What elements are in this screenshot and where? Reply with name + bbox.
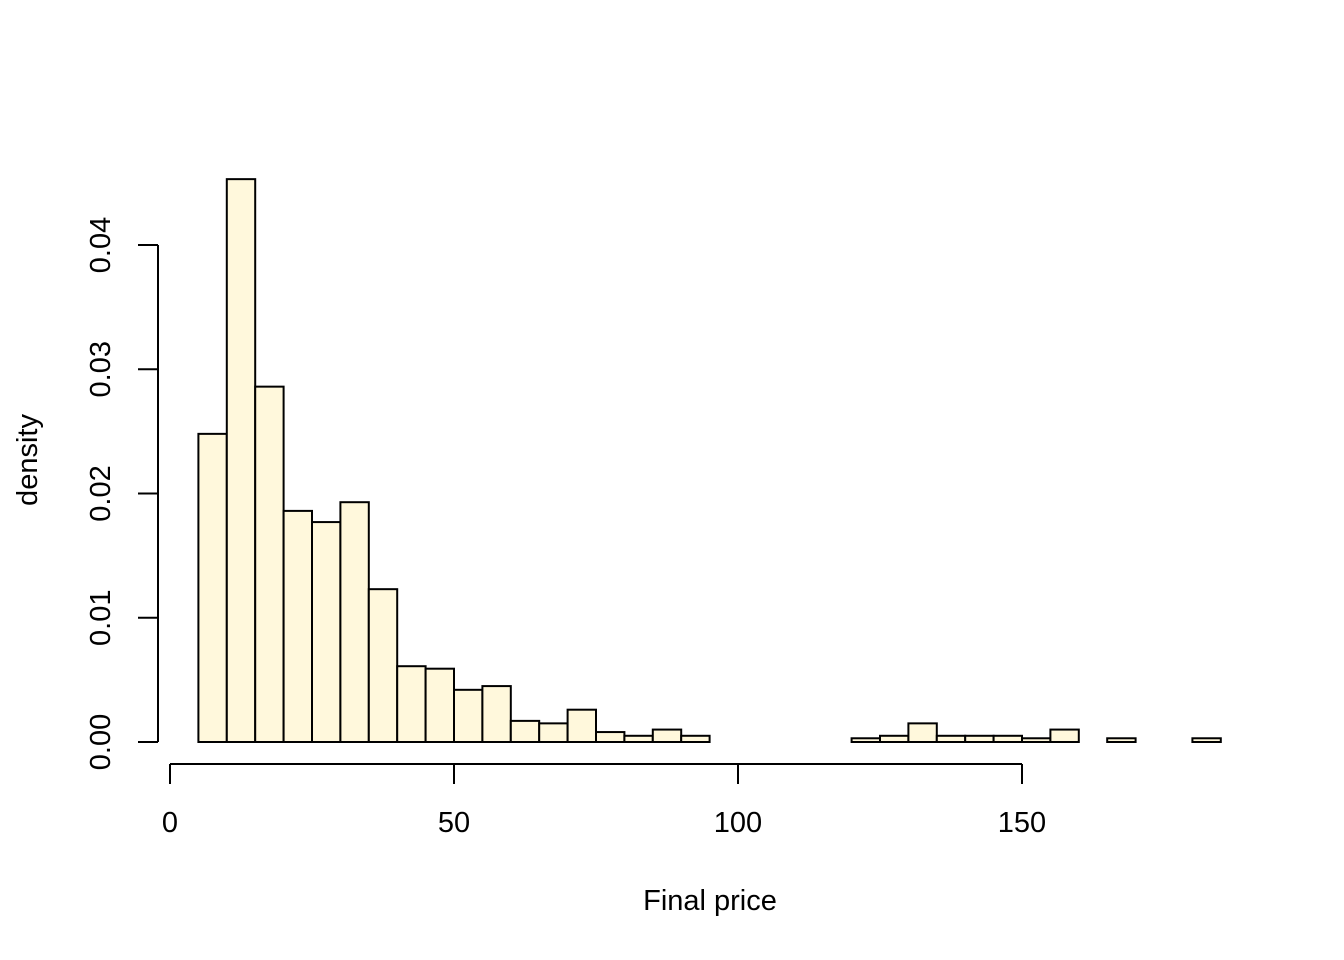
x-axis: 0 50 100 150 (162, 763, 1046, 839)
bars-group (197, 178, 1222, 744)
histogram-bar (396, 665, 427, 744)
y-tick-label: 0.04 (85, 217, 117, 273)
histogram-bar (481, 685, 512, 744)
histogram-bar (424, 667, 456, 744)
y-tick-label: 0.02 (85, 465, 117, 521)
histogram-bar (367, 588, 399, 743)
histogram-bar (339, 501, 370, 744)
histogram-bar (566, 708, 597, 744)
x-tick-label: 150 (998, 807, 1046, 839)
histogram-bar (1049, 728, 1080, 744)
histogram-bar (879, 734, 910, 743)
histogram-bar (254, 385, 285, 743)
histogram-bar (225, 178, 257, 743)
y-tick-label: 0.03 (85, 341, 117, 397)
y-axis: 0.00 0.01 0.02 0.03 0.04 (85, 217, 159, 770)
histogram-bar (964, 734, 995, 743)
histogram-bar (680, 734, 711, 743)
x-tick-label: 50 (438, 807, 470, 839)
histogram-bar (651, 728, 683, 744)
histogram-bar (935, 734, 967, 743)
histogram-bar (850, 737, 881, 744)
y-tick-label: 0.00 (85, 714, 117, 770)
y-axis-title: density (12, 414, 44, 506)
histogram-bar (595, 731, 626, 743)
histogram-bar (311, 521, 342, 744)
histogram-bar (1106, 737, 1137, 744)
histogram-bar (1191, 737, 1222, 744)
histogram-bar (538, 722, 569, 743)
histogram-bar (453, 688, 484, 744)
y-tick-label: 0.01 (85, 590, 117, 646)
histogram-bar (1021, 737, 1052, 744)
x-tick-label: 100 (714, 807, 762, 839)
histogram-bar (623, 734, 654, 743)
histogram-bar (197, 432, 228, 743)
x-axis-title: Final price (643, 885, 777, 917)
histogram-bar (907, 722, 938, 743)
x-tick-label: 0 (162, 807, 178, 839)
histogram-bar (992, 734, 1023, 743)
histogram-bar (282, 509, 314, 743)
histogram-bar (509, 719, 541, 744)
